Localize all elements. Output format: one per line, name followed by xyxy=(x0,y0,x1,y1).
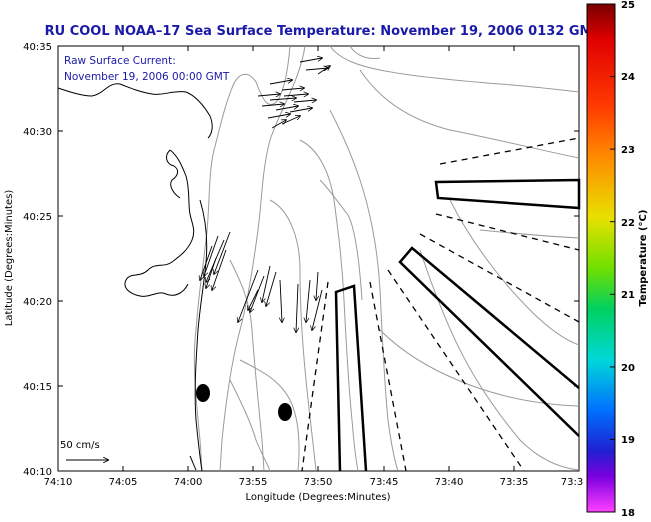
colorbar-ticks: 25 24 23 22 21 20 19 18 xyxy=(610,0,635,519)
current-annotation-line2: November 19, 2006 00:00 GMT xyxy=(64,71,230,83)
y-tick-label: 40:10 xyxy=(23,467,52,478)
buoy-marker xyxy=(278,403,292,421)
colorbar xyxy=(586,3,616,513)
colorbar-tick-label: 22 xyxy=(621,218,635,229)
figure-title: RU COOL NOAA–17 Sea Surface Temperature:… xyxy=(45,24,602,39)
colorbar-tick-label: 19 xyxy=(621,435,635,446)
x-tick-label: 73:35 xyxy=(500,477,529,488)
x-axis: 74:10 74:05 74:00 73:55 73:50 73:45 73:4… xyxy=(44,46,583,503)
x-tick-label: 73:40 xyxy=(435,477,464,488)
shipping-lane-lines xyxy=(301,137,580,472)
colorbar-tick-label: 21 xyxy=(621,290,635,301)
surface-current-vectors xyxy=(200,58,330,332)
scale-label: 50 cm/s xyxy=(60,440,100,451)
y-tick-label: 40:15 xyxy=(23,382,52,393)
y-tick-label: 40:35 xyxy=(23,42,52,53)
x-tick-label: 73:50 xyxy=(304,477,333,488)
y-tick-label: 40:30 xyxy=(23,127,52,138)
colorbar-label: Temperature (°C) xyxy=(638,210,649,307)
x-tick-label: 74:10 xyxy=(44,477,73,488)
colorbar-tick-label: 25 xyxy=(621,0,635,11)
colorbar-tick-label: 23 xyxy=(621,145,635,156)
y-tick-label: 40:20 xyxy=(23,297,52,308)
y-axis: 40:35 40:30 40:25 40:20 40:15 40:10 Lati… xyxy=(4,42,579,478)
x-tick-label: 73:45 xyxy=(370,477,399,488)
x-tick-label: 74:05 xyxy=(109,477,138,488)
colorbar-tick-label: 20 xyxy=(621,363,635,374)
map-content xyxy=(57,45,581,472)
x-tick-label: 74:00 xyxy=(174,477,203,488)
shipping-lane-boxes xyxy=(334,178,581,472)
current-annotation-line1: Raw Surface Current: xyxy=(64,55,176,67)
buoy-marker xyxy=(196,384,210,402)
x-tick-label: 73:3 xyxy=(561,477,583,488)
y-tick-label: 40:25 xyxy=(23,212,52,223)
bathymetry-contours xyxy=(193,45,580,472)
colorbar-tick-label: 24 xyxy=(621,72,635,83)
coastline xyxy=(57,83,213,472)
map-plot-area xyxy=(57,45,580,472)
x-axis-label: Longitude (Degrees:Minutes) xyxy=(245,492,390,503)
x-tick-label: 73:55 xyxy=(239,477,268,488)
colorbar-tick-label: 18 xyxy=(621,508,635,518)
y-axis-label: Latitude (Degrees:Minutes) xyxy=(4,190,15,327)
